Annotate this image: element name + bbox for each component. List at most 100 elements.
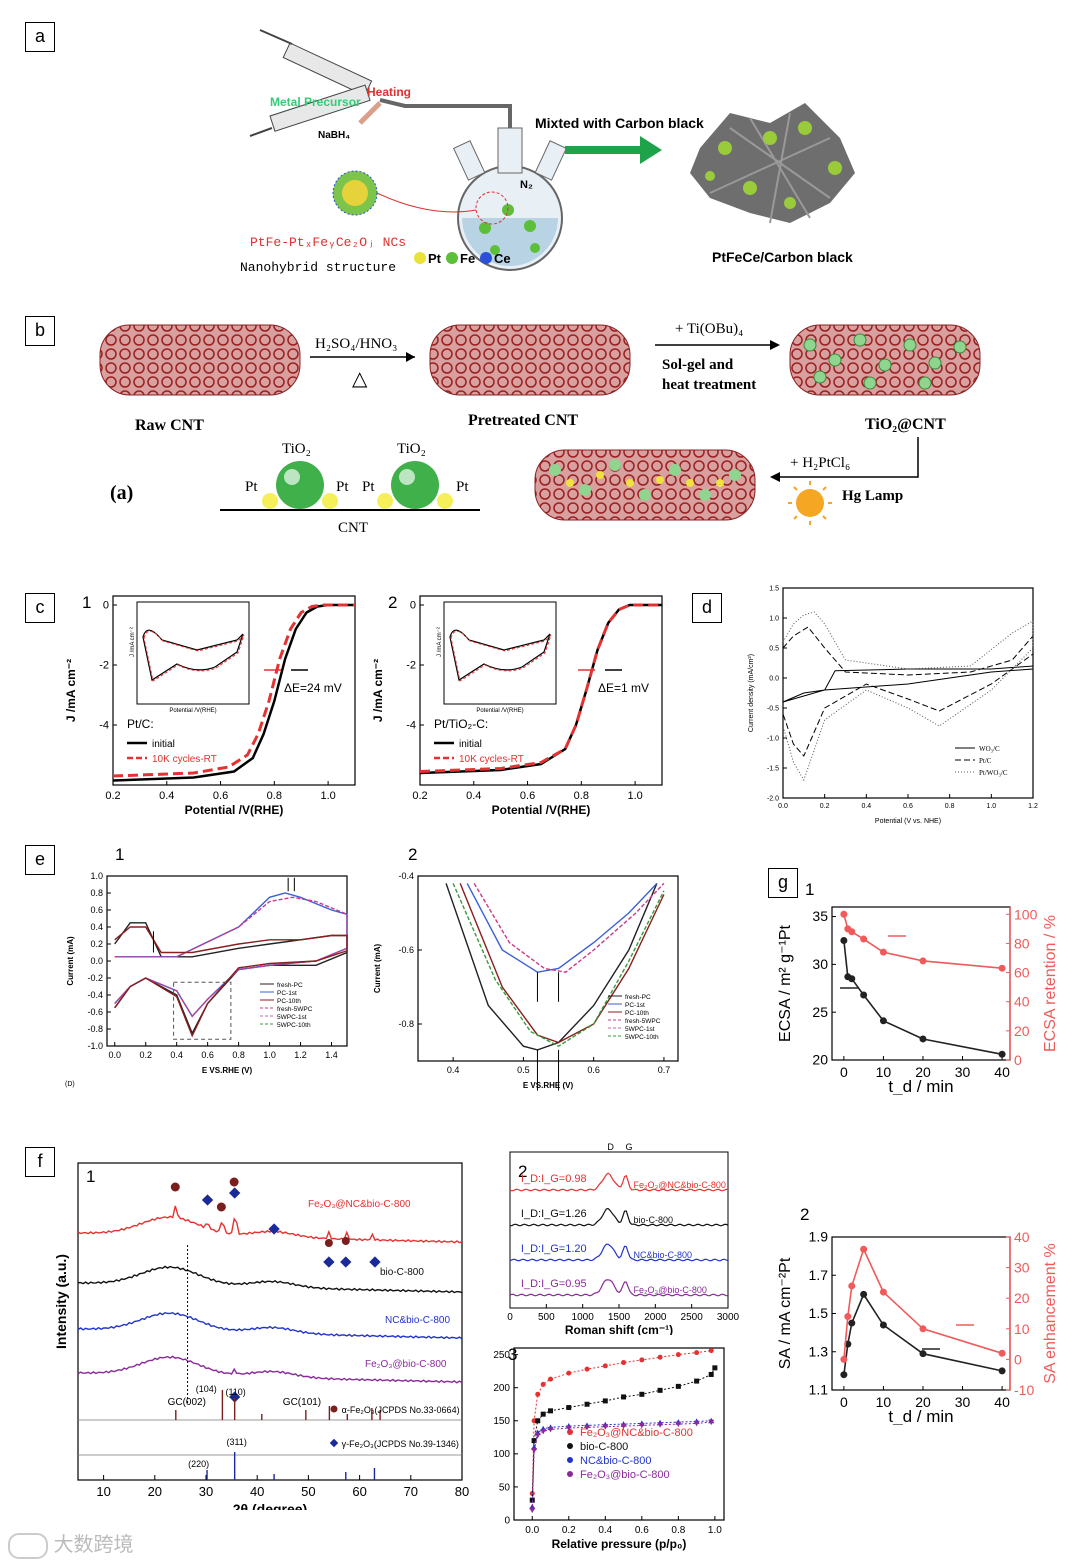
pt-tio2-cnt [534,449,756,521]
series-label: bio-C-800 [634,1215,674,1225]
y-tick-label: -0.4 [398,871,414,881]
x-tick-label: 0.6 [903,803,913,810]
legend-label: Fe₂O₃@NC&bio-C-800 [580,1427,693,1439]
y-tick-label: 0.2 [90,939,103,949]
x-tick-label: 10 [876,1064,892,1080]
pt-dot-3 [377,493,393,509]
x-tick-label: 0 [507,1312,513,1323]
y-tick-label: 30 [812,956,828,972]
series-label: Fe₂O₃@bio-C-800 [365,1359,447,1370]
x-tick-label: 0.6 [213,790,228,802]
y-tick-label: 100 [493,1449,510,1460]
carbon-black [690,103,855,224]
x-tick-label: 1.0 [986,803,996,810]
x-tick-label: 20 [148,1484,162,1499]
y-axis-label: J /mA cm⁻² [371,659,385,722]
x-axis-label: E VS.RHE (V) [202,1066,253,1075]
y-tick-label: -0.8 [398,1019,414,1029]
x-tick-label: 0.6 [201,1050,214,1060]
series-label: NC&bio-C-800 [634,1250,693,1260]
alpha-marker [341,1237,350,1245]
data-point [998,1367,1006,1375]
p311-label: (311) [226,1437,246,1447]
data-point [535,1418,541,1424]
data-point [879,1321,887,1329]
legend-pt: Pt [428,251,442,266]
y-tick-label: 1.0 [769,615,779,622]
x-tick-label: 0.0 [778,803,788,810]
tio2-b-label: TiO₂ [397,441,426,457]
data-point [860,991,868,999]
sub-a-text: (a) [110,482,133,504]
x-tick-label: 1.0 [627,790,642,802]
x-tick-label: 20 [915,1064,931,1080]
x-tick-label: 50 [301,1484,315,1499]
y-tick-label: -0.6 [87,1007,103,1017]
arrow-upper [536,972,560,1002]
plot-frame [77,1162,463,1481]
y-tick-label: -0.8 [87,1024,103,1034]
x-tick-label: 500 [538,1312,555,1323]
y-axis-label: Intensity (a.u.) [53,1254,69,1349]
raman-series-0 [509,1172,729,1192]
data-point [879,948,887,956]
flask [452,127,568,271]
x-tick-label: 1.0 [320,790,335,802]
data-point [708,1371,714,1377]
chart-g1: 0 10 20 30 40 20 25 30 35 t_d / min ECSA / m² g⁻¹P… [777,906,1059,1095]
series-line-PC-1st [466,882,658,973]
x-tick-label: 1000 [572,1312,595,1323]
pt4-label: Pt [456,479,469,495]
tio2-sphere-1 [276,461,324,509]
y-tick-label: 0.0 [769,675,779,682]
legend-title: Pt/TiO₂-C: [434,717,488,731]
data-point [621,1360,627,1366]
gamma-marker [323,1256,335,1268]
series-label: bio-C-800 [380,1267,424,1278]
x-tick-label: 0.4 [170,1050,183,1060]
x-axis-label: Potential (V vs. NHE) [875,818,941,825]
y-tick-label: 1.0 [90,871,103,881]
plot-frame [417,875,679,1062]
x-tick-label: 40 [994,1064,1010,1080]
legend-title: Pt/C: [127,717,154,731]
series-line-1 [782,626,1034,757]
y-tick-label: -1.0 [767,735,779,742]
y-tick-label: 25 [812,1004,828,1020]
x-axis-label: t_d / min [888,1077,953,1095]
y-tick-label: -0.2 [87,973,103,983]
metal-precursor-text: Metal Precursor [270,95,361,109]
gamma-marker [229,1391,241,1403]
series-label: Fe₂O₃@bio-C-800 [634,1285,707,1295]
arrow-lower [536,1049,560,1091]
data-point [998,1349,1006,1357]
x-tick-label: 1.2 [294,1050,307,1060]
x-tick-label: 80 [455,1484,469,1499]
legend-label: fresh-PC [625,994,651,1001]
legend-10k: 10K cycles-RT [459,754,524,765]
data-point [675,1352,681,1358]
data-point [840,936,848,944]
data-point [879,1288,887,1296]
x-tick-label: 0.7 [658,1065,671,1075]
data-point [694,1378,700,1384]
x-tick-label: 0.8 [945,803,955,810]
gamma-marker [268,1223,280,1235]
data-point [566,1405,572,1411]
y-tick-label: 150 [493,1416,510,1427]
chart-c1: 0.2 0.4 0.6 0.8 1.0 0 -2 -4 Potential /V(RHE) J /… [64,595,356,817]
y-tick-label: -4 [406,720,416,732]
data-point [621,1394,627,1400]
y2-axis-label: ECSA retention / % [1042,915,1059,1052]
inset-curve-initial [142,629,244,681]
panel-f-sub3: 3 [508,1345,518,1364]
series-label: Fe₂O₃@NC&bio-C-800 [634,1180,726,1190]
y-axis-label: Current density (mA/cm²) [748,654,755,732]
series-line-2 [531,1420,712,1507]
panel-label-a: a [25,22,55,52]
y-tick-label: 250 [493,1350,510,1361]
chart-d: 0.0 0.2 0.4 0.6 0.8 1.0 1.2 1.5 1.0 0.5 0.0 -0.5 -1.… [748,585,1038,825]
inset-curve-cycled [143,630,245,682]
y-tick-label: 0.6 [90,905,103,915]
y-tick-label: -1.0 [87,1041,103,1051]
